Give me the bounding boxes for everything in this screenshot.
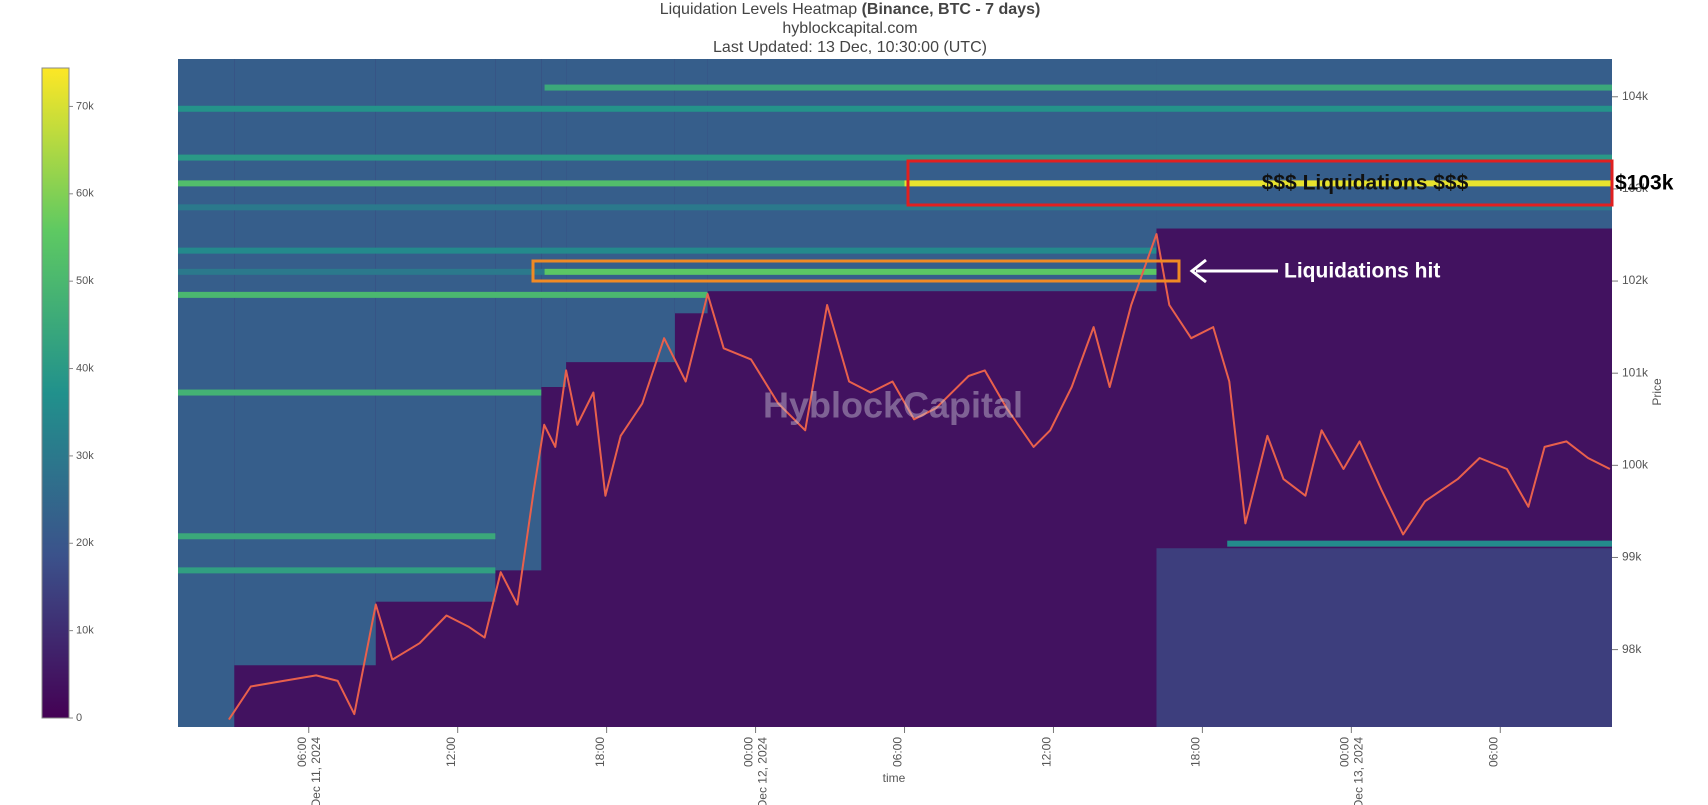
x-tick-label: 00:00 xyxy=(742,737,756,767)
x-axis-label: time xyxy=(883,771,906,785)
heat-level xyxy=(178,389,542,396)
x-tick-label: 18:00 xyxy=(1189,737,1203,767)
heat-level xyxy=(178,105,1612,112)
colorbar-tick-label: 0 xyxy=(76,712,82,724)
price-label: $103k xyxy=(1615,172,1674,195)
title-bold: (Binance, BTC - 7 days) xyxy=(862,1,1041,18)
heat-zone xyxy=(1156,548,1612,727)
colorbar-tick-label: 40k xyxy=(76,362,94,374)
y-tick-label: 103k xyxy=(1622,181,1649,195)
x-tick-label: 00:00 xyxy=(1338,737,1352,767)
heatmap xyxy=(178,59,1612,727)
x-tick-label: 06:00 xyxy=(295,737,309,767)
heat-level xyxy=(1227,540,1612,547)
heat-level xyxy=(178,180,905,187)
colorbar-tick-label: 50k xyxy=(76,275,94,287)
x-tick-date: Dec 13, 2024 xyxy=(1352,737,1366,805)
liquidation-box xyxy=(906,159,1614,207)
heat-level xyxy=(178,204,1612,211)
heat-level xyxy=(544,268,1157,275)
heat-zone xyxy=(566,59,675,363)
chart-title: Liquidation Levels Heatmap (Binance, BTC… xyxy=(660,1,1041,18)
hit-label: Liquidations hit xyxy=(1284,260,1440,283)
heat-level xyxy=(178,154,1612,161)
y-tick-label: 101k xyxy=(1622,365,1649,379)
title-text: Liquidation Levels Heatmap xyxy=(660,1,862,18)
heat-level xyxy=(904,180,1612,187)
y-tick-label: 100k xyxy=(1622,458,1649,472)
heat-level xyxy=(178,567,496,574)
colorbar-tick-label: 60k xyxy=(76,188,94,200)
heat-level xyxy=(178,268,545,275)
box-label: $$$ Liquidations $$$ xyxy=(1262,172,1469,195)
subtitle: hyblockcapital.com xyxy=(782,20,917,37)
y-tick-label: 98k xyxy=(1622,642,1642,656)
colorbar xyxy=(41,67,70,719)
colorbar-tick-label: 70k xyxy=(76,100,94,112)
x-tick-label: 12:00 xyxy=(1040,737,1054,767)
x-tick-label: 12:00 xyxy=(444,737,458,767)
x-tick-date: Dec 12, 2024 xyxy=(756,737,770,805)
heat-level xyxy=(178,247,1157,254)
heat-zone xyxy=(1156,59,1612,229)
heat-zone xyxy=(375,59,496,602)
y-tick-label: 99k xyxy=(1622,550,1642,564)
colorbar-tick-label: 10k xyxy=(76,625,94,637)
x-tick-label: 18:00 xyxy=(593,737,607,767)
updated: Last Updated: 13 Dec, 10:30:00 (UTC) xyxy=(713,39,987,56)
x-tick-date: Dec 11, 2024 xyxy=(309,737,323,805)
heat-level xyxy=(544,84,1612,91)
y-tick-label: 104k xyxy=(1622,89,1649,103)
x-tick-label: 06:00 xyxy=(891,737,905,767)
heat-zone xyxy=(495,59,542,571)
overlay: HyblockCapital 98k 99k 100k 101k 102k 103k 104k… xyxy=(41,67,1674,805)
heat-level xyxy=(178,533,496,540)
watermark: HyblockCapital xyxy=(763,385,1023,426)
colorbar-tick-label: 30k xyxy=(76,450,94,462)
colorbar-tick-label: 20k xyxy=(76,537,94,549)
heat-level xyxy=(178,291,708,298)
y-tick-label: 102k xyxy=(1622,273,1649,287)
hit-box xyxy=(531,259,1181,283)
heat-zone xyxy=(234,59,376,666)
heat-zone xyxy=(541,59,567,388)
hit-arrow-head xyxy=(1189,258,1207,284)
y-axis-label: Price xyxy=(1650,378,1664,406)
price-line xyxy=(228,233,1611,721)
heat-zone xyxy=(707,59,1157,292)
x-tick-label: 06:00 xyxy=(1486,737,1500,767)
